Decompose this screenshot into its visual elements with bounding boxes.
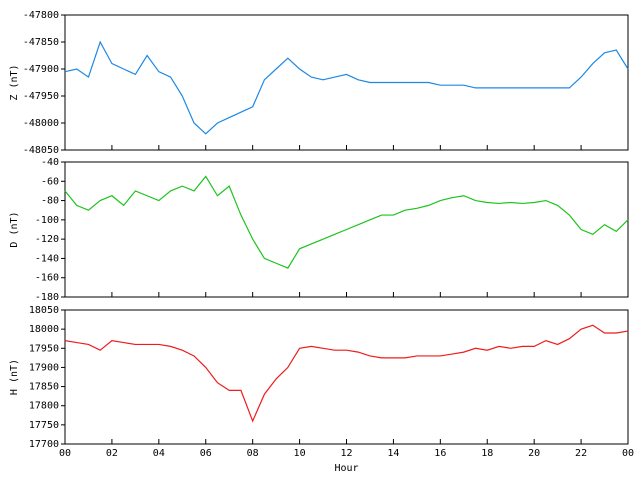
x-tick-label: 22 [575,448,587,459]
data-line [64,175,629,269]
x-tick-label: 08 [247,448,259,459]
y-tick-label: 17700 [29,439,59,450]
y-tick-label: 18050 [29,305,59,316]
y-tick-label: -180 [35,292,59,303]
y-tick-label: -47800 [23,10,59,21]
x-tick-label: 14 [387,448,399,459]
y-tick-label: -100 [35,215,59,226]
y-axis-label: H (nT) [9,359,20,395]
y-tick-label: 17800 [29,401,59,412]
y-tick-label: -48000 [23,118,59,129]
x-axis-label: Hour [334,463,358,474]
y-tick-label: -47900 [23,64,59,75]
x-tick-label: 20 [528,448,540,459]
y-axis-label: D (nT) [9,211,20,247]
y-tick-label: 17850 [29,382,59,393]
x-tick-label: 02 [106,448,118,459]
y-tick-label: -60 [41,176,59,187]
x-tick-label: 16 [434,448,446,459]
x-tick-label: 00 [59,448,71,459]
y-tick-label: 17900 [29,362,59,373]
y-axis-label: Z (nT) [9,64,20,100]
x-tick-label: 12 [340,448,352,459]
y-tick-label: -160 [35,273,59,284]
x-tick-label: 04 [153,448,165,459]
data-line [64,40,629,135]
plot-frame [64,309,629,445]
y-tick-label: -80 [41,196,59,207]
y-tick-label: -48050 [23,145,59,156]
y-tick-label: 18000 [29,324,59,335]
y-tick-label: -40 [41,157,59,168]
data-line [64,324,629,423]
y-tick-label: -47950 [23,91,59,102]
y-tick-label: 17750 [29,420,59,431]
x-tick-label: 18 [481,448,493,459]
x-tick-label: 10 [294,448,306,459]
y-tick-label: 17950 [29,343,59,354]
y-tick-label: -120 [35,234,59,245]
y-tick-label: -140 [35,253,59,264]
x-tick-label: 00 [622,448,634,459]
x-tick-label: 06 [200,448,212,459]
y-tick-label: -47850 [23,37,59,48]
plot-frame [64,14,629,151]
